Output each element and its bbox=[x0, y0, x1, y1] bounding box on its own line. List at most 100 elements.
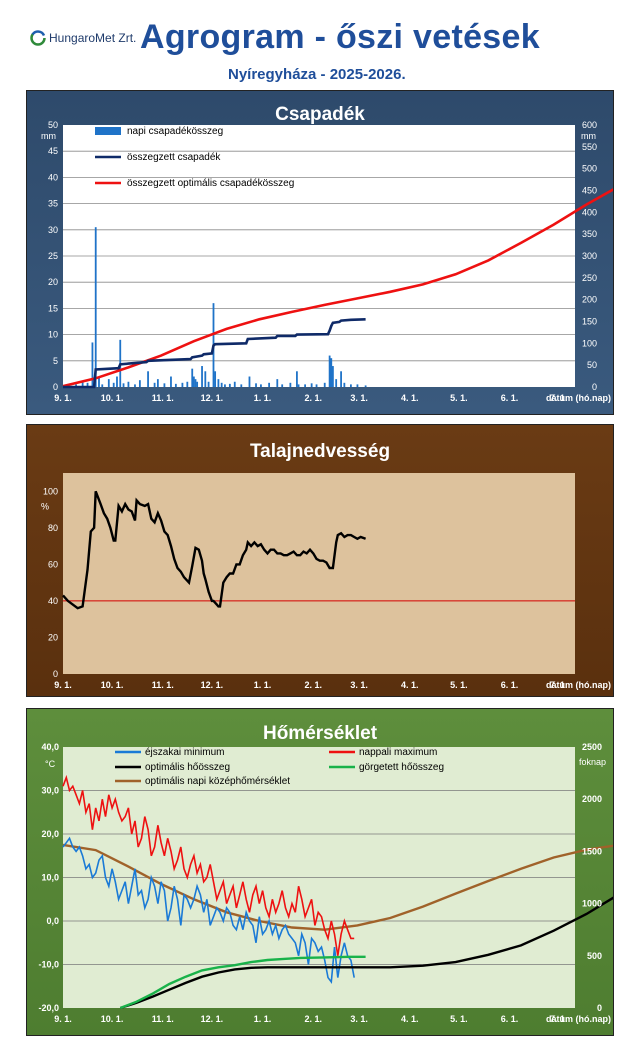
y-tick-label: 10,0 bbox=[41, 873, 59, 883]
x-tick-label: 3. 1. bbox=[350, 1014, 368, 1024]
daily-precip-bar bbox=[217, 379, 220, 387]
daily-precip-bar bbox=[240, 384, 243, 387]
header: HungaroMet Zrt. Agrogram - őszi vetések … bbox=[0, 0, 640, 90]
y-right-tick-label: 500 bbox=[582, 164, 597, 174]
x-tick-label: 6. 1. bbox=[501, 393, 519, 403]
daily-precip-bar bbox=[122, 383, 125, 387]
y-tick-label: 15 bbox=[48, 303, 58, 313]
daily-precip-bar bbox=[233, 381, 236, 387]
daily-precip-bar bbox=[255, 383, 257, 387]
x-tick-label: 7. 1. bbox=[550, 1014, 568, 1024]
daily-precip-bar bbox=[220, 382, 223, 387]
daily-precip-bar bbox=[112, 382, 115, 387]
daily-precip-bar bbox=[107, 379, 110, 387]
y-right-tick-label: 0 bbox=[592, 382, 597, 392]
y-tick-label: 60 bbox=[48, 559, 58, 569]
optimal-heat-sum-line bbox=[119, 896, 613, 1010]
day-maximum-line bbox=[62, 774, 355, 956]
daily-precip-bar bbox=[153, 382, 156, 387]
x-tick-label: 12. 1. bbox=[201, 1014, 224, 1024]
optimal-daily-mean-line bbox=[62, 843, 613, 931]
y-right-tick-label: 2500 bbox=[582, 742, 602, 752]
y-tick-label: 40 bbox=[48, 596, 58, 606]
y-right-tick-label: 450 bbox=[582, 186, 597, 196]
y-tick-label: 40,0 bbox=[41, 742, 59, 752]
daily-precip-bar bbox=[330, 358, 333, 387]
x-tick-label: 11. 1. bbox=[152, 680, 174, 690]
y-axis-unit: % bbox=[41, 501, 49, 511]
daily-precip-bar bbox=[94, 227, 97, 387]
x-tick-label: 1. 1. bbox=[254, 393, 272, 403]
daily-precip-bar bbox=[191, 368, 194, 387]
x-tick-label: 10. 1. bbox=[101, 680, 124, 690]
daily-precip-bar bbox=[276, 379, 279, 387]
legend-label: optimális napi középhőmérséklet bbox=[145, 776, 290, 787]
daily-precip-bar bbox=[335, 379, 338, 387]
x-tick-label: 5. 1. bbox=[450, 393, 468, 403]
legend-label: optimális hőösszeg bbox=[145, 762, 230, 773]
y-tick-label: 40 bbox=[48, 172, 58, 182]
temperature-chart: Hőmérséklet -20,0 -10,0 0,0 10,0 20,0 30,0 40,… bbox=[38, 723, 613, 1024]
x-tick-label: 2. 1. bbox=[305, 1014, 323, 1024]
daily-precip-bar bbox=[86, 382, 89, 387]
daily-precip-bar bbox=[332, 366, 334, 387]
daily-precip-bar bbox=[196, 381, 199, 387]
daily-precip-bar bbox=[281, 384, 284, 387]
y-right-tick-label: 50 bbox=[587, 360, 597, 370]
x-tick-label: 7. 1. bbox=[550, 680, 568, 690]
y-right-tick-label: 500 bbox=[587, 951, 602, 961]
y-right-tick-label: 2000 bbox=[582, 794, 602, 804]
x-tick-label: 5. 1. bbox=[450, 1014, 468, 1024]
legend-label: görgetett hőösszeg bbox=[359, 762, 444, 773]
x-tick-label: 2. 1. bbox=[305, 393, 323, 403]
y-tick-label: 0 bbox=[53, 669, 58, 679]
daily-precip-bar bbox=[98, 376, 100, 387]
page-subtitle: Nyíregyháza - 2025-2026. bbox=[228, 66, 406, 83]
daily-precip-bar bbox=[201, 366, 203, 387]
daily-precip-bar bbox=[356, 384, 359, 387]
daily-precip-bar bbox=[194, 379, 197, 387]
x-tick-label: 9. 1. bbox=[54, 1014, 72, 1024]
y-tick-label: 50 bbox=[48, 120, 58, 130]
x-tick-label: 4. 1. bbox=[401, 680, 419, 690]
y-right-tick-label: 1000 bbox=[582, 899, 602, 909]
temperature-title: Hőmérséklet bbox=[263, 723, 378, 744]
y-tick-label: 20 bbox=[48, 632, 58, 642]
x-tick-label: 9. 1. bbox=[54, 680, 72, 690]
temperature-panel: Hőmérséklet -20,0 -10,0 0,0 10,0 20,0 30,0 40,… bbox=[26, 708, 614, 1036]
daily-precip-bar bbox=[343, 382, 346, 387]
daily-precip-bar bbox=[91, 342, 94, 387]
y-right-axis-unit: foknap bbox=[579, 757, 606, 767]
rolling-heat-sum-line bbox=[119, 955, 366, 1010]
x-tick-label: 4. 1. bbox=[401, 393, 419, 403]
legend-label: napi csapadékösszeg bbox=[127, 126, 223, 137]
y-tick-label: 35 bbox=[48, 199, 58, 209]
daily-precip-bar bbox=[260, 384, 262, 387]
daily-precip-bar bbox=[147, 371, 149, 387]
y-axis-unit: mm bbox=[41, 131, 56, 141]
daily-precip-bar bbox=[204, 371, 207, 387]
page-title: Agrogram - őszi vetések bbox=[140, 18, 540, 56]
legend-swatch-daily bbox=[95, 127, 121, 135]
y-right-tick-label: 200 bbox=[582, 295, 597, 305]
y-right-tick-label: 550 bbox=[582, 142, 597, 152]
y-axis-unit: °C bbox=[45, 759, 56, 769]
x-tick-label: 9. 1. bbox=[54, 393, 72, 403]
x-tick-label: 1. 1. bbox=[254, 1014, 272, 1024]
x-tick-label: 12. 1. bbox=[201, 393, 224, 403]
y-right-tick-label: 600 bbox=[582, 120, 597, 130]
x-axis-label: dátum (hó.nap) bbox=[546, 680, 611, 690]
x-tick-label: 3. 1. bbox=[350, 393, 368, 403]
x-tick-label: 6. 1. bbox=[501, 680, 519, 690]
daily-precip-bar bbox=[156, 379, 159, 387]
daily-precip-bar bbox=[228, 383, 231, 387]
y-right-tick-label: 100 bbox=[582, 338, 597, 348]
precipitation-title: Csapadék bbox=[275, 104, 365, 125]
daily-precip-bar bbox=[186, 381, 189, 387]
daily-precip-bar bbox=[192, 376, 195, 387]
daily-precip-bar bbox=[349, 384, 352, 387]
y-right-tick-label: 350 bbox=[582, 229, 597, 239]
cumulative-precip-line bbox=[63, 318, 366, 389]
y-tick-label: -10,0 bbox=[38, 960, 59, 970]
daily-precip-bar bbox=[170, 376, 172, 387]
